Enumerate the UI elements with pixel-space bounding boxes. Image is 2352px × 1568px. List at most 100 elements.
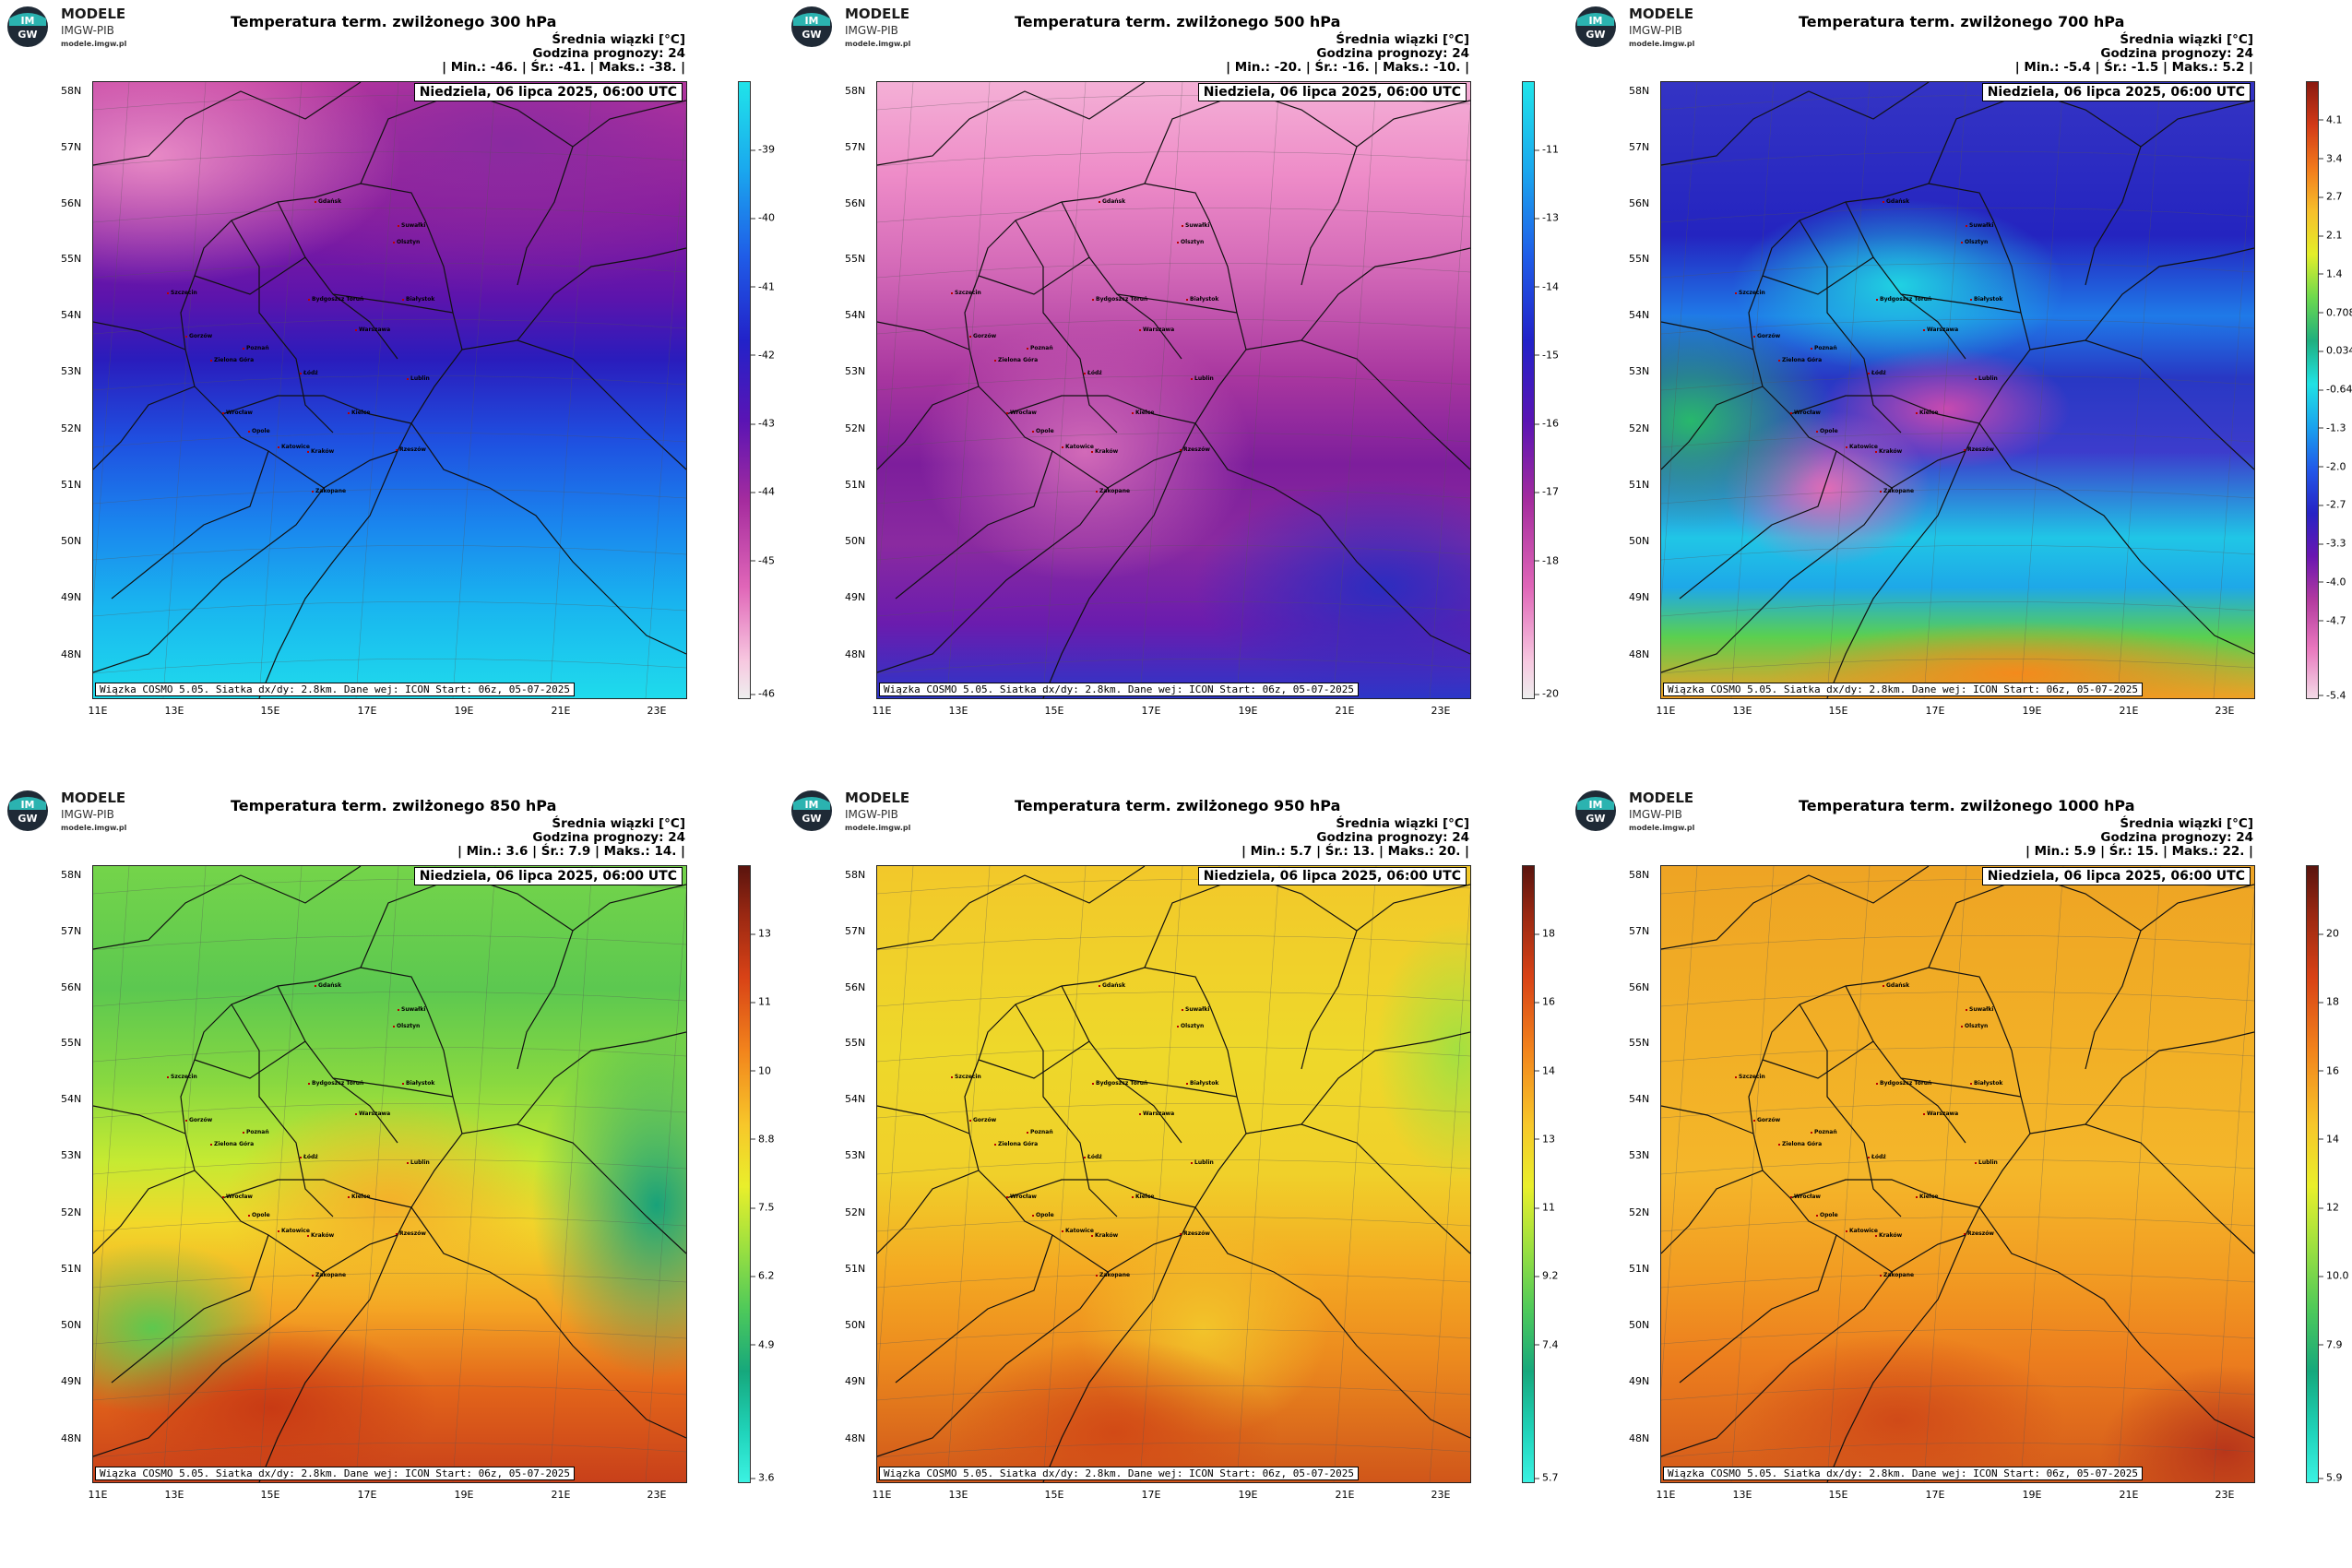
forecast-map[interactable]: Gdańsk Suwałki Olsztyn Szczecin Bydgoszcz To…	[876, 865, 1471, 1483]
lead-time-label: Godzina prognozy: 24	[1316, 46, 1469, 61]
model-info-footer: Wiązka COSMO 5.05. Siatka dx/dy: 2.8km. …	[1663, 1467, 2143, 1480]
city-label: Kielce	[1916, 1194, 1938, 1200]
logo-url: modele.imgw.pl	[845, 40, 911, 48]
stats-line: | Min.: -46. | Śr.: -41. | Maks.: -38. |	[442, 60, 685, 75]
longitude-label: 23E	[2215, 1489, 2235, 1501]
color-scale-tick: -17	[1535, 485, 1559, 498]
city-label: Szczecin	[1735, 290, 1765, 296]
valid-date-box: Niedziela, 06 lipca 2025, 06:00 UTC	[1197, 867, 1467, 885]
city-label: Kielce	[348, 410, 370, 416]
latitude-label: 55N	[845, 1037, 866, 1049]
color-scale-tick: 14	[2319, 1133, 2339, 1146]
logo-subtitle: IMGW-PIB	[1629, 808, 1682, 821]
city-label: Olsztyn	[393, 239, 420, 245]
city-label: Łódź	[300, 1154, 318, 1160]
logo-url: modele.imgw.pl	[1629, 40, 1695, 48]
city-label: Suwałki	[398, 222, 425, 229]
color-scale-tick: 5.7	[1535, 1471, 1559, 1484]
svg-text:IM: IM	[20, 799, 34, 811]
latitude-label: 57N	[61, 925, 82, 937]
longitude-label: 23E	[647, 1489, 667, 1501]
city-label: Katowice	[1846, 1228, 1878, 1234]
longitude-label: 19E	[1238, 705, 1258, 717]
forecast-map[interactable]: Gdańsk Suwałki Olsztyn Szczecin Bydgoszcz To…	[876, 81, 1471, 699]
logo-subtitle: IMGW-PIB	[61, 24, 114, 37]
city-label: Bydgoszcz Toruń	[1092, 1080, 1147, 1087]
city-label: Opole	[248, 1212, 270, 1218]
forecast-map[interactable]: Gdańsk Suwałki Olsztyn Szczecin Bydgoszcz To…	[1660, 865, 2255, 1483]
city-label: Gorzów	[1753, 1117, 1780, 1123]
forecast-map[interactable]: Gdańsk Suwałki Olsztyn Szczecin Bydgoszcz To…	[1660, 81, 2255, 699]
logo-subtitle: IMGW-PIB	[61, 808, 114, 821]
latitude-label: 51N	[61, 1263, 82, 1275]
latitude-label: 53N	[845, 1149, 866, 1161]
forecast-map[interactable]: Gdańsk Suwałki Olsztyn Szczecin Bydgoszcz To…	[92, 81, 687, 699]
longitude-label: 11E	[872, 705, 892, 717]
latitude-label: 52N	[1629, 1206, 1650, 1218]
city-label: Kraków	[1091, 448, 1118, 455]
valid-date-box: Niedziela, 06 lipca 2025, 06:00 UTC	[413, 867, 683, 885]
city-label: Kielce	[348, 1194, 370, 1200]
latitude-label: 53N	[61, 1149, 82, 1161]
latitude-label: 52N	[61, 422, 82, 434]
longitude-label: 13E	[1732, 705, 1752, 717]
city-label: Zakopane	[1096, 488, 1130, 494]
panel-title: Temperatura term. zwilżonego 500 hPa	[1015, 13, 1341, 30]
latitude-label: 51N	[845, 1263, 866, 1275]
city-label: Olsztyn	[393, 1023, 420, 1029]
color-scale-tick: -3.3	[2318, 537, 2346, 550]
city-label: Gorzów	[969, 1117, 996, 1123]
latitude-label: 52N	[845, 422, 866, 434]
imgw-logo: IM GW	[7, 790, 48, 831]
longitude-label: 23E	[647, 705, 667, 717]
model-info-footer: Wiązka COSMO 5.05. Siatka dx/dy: 2.8km. …	[95, 683, 575, 696]
longitude-label: 13E	[1732, 1489, 1752, 1501]
color-scale-bar	[738, 865, 751, 1483]
city-label: Gorzów	[969, 333, 996, 339]
forecast-panel: IM GW MODELE IMGW-PIB modele.imgw.pl Temperat…	[0, 0, 784, 784]
logo-text: MODELE IMGW-PIB modele.imgw.pl	[61, 6, 126, 48]
city-label: Wrocław	[222, 410, 253, 416]
logo-title: MODELE	[845, 6, 910, 22]
city-label: Rzeszów	[1964, 1230, 1994, 1237]
average-label: Średnia wiązki [°C]	[2120, 816, 2253, 831]
forecast-map[interactable]: Gdańsk Suwałki Olsztyn Szczecin Bydgoszcz To…	[92, 865, 687, 1483]
city-label: Zielona Góra	[994, 357, 1038, 363]
longitude-label: 13E	[164, 1489, 184, 1501]
longitude-label: 15E	[1044, 1489, 1064, 1501]
city-label: Gdańsk	[1883, 198, 1909, 205]
color-scale-tick: 18	[2319, 995, 2339, 1008]
longitude-label: 15E	[1044, 705, 1064, 717]
city-label: Poznań	[1811, 1129, 1837, 1135]
svg-text:GW: GW	[802, 29, 821, 41]
city-label: Zakopane	[1096, 1272, 1130, 1278]
latitude-label: 49N	[845, 1375, 866, 1387]
panel-title: Temperatura term. zwilżonego 950 hPa	[1015, 797, 1341, 814]
city-label: Opole	[1816, 428, 1838, 434]
color-scale-tick: 20	[2319, 927, 2339, 940]
color-scale-tick: -42	[751, 349, 775, 362]
color-scale-tick: -41	[751, 280, 775, 293]
forecast-panel: IM GW MODELE IMGW-PIB modele.imgw.pl Temperat…	[0, 784, 784, 1568]
city-label: Kielce	[1916, 410, 1938, 416]
lead-time-label: Godzina prognozy: 24	[532, 830, 685, 845]
model-info-footer: Wiązka COSMO 5.05. Siatka dx/dy: 2.8km. …	[1663, 683, 2143, 696]
latitude-label: 57N	[1629, 925, 1650, 937]
logo-title: MODELE	[61, 790, 126, 806]
color-scale-tick: 6.2	[751, 1269, 775, 1282]
color-scale-tick: 2.1	[2319, 229, 2343, 242]
city-label: Łódź	[1868, 370, 1886, 376]
city-label: Wrocław	[1790, 410, 1821, 416]
city-label: Kraków	[1091, 1232, 1118, 1239]
city-label: Gorzów	[185, 1117, 212, 1123]
map-linework	[93, 866, 686, 1482]
latitude-label: 48N	[61, 648, 82, 660]
city-label: Olsztyn	[1177, 1023, 1204, 1029]
city-label: Gdańsk	[315, 198, 341, 205]
longitude-label: 21E	[1335, 1489, 1355, 1501]
color-scale-tick: -15	[1535, 349, 1559, 362]
panel-title: Temperatura term. zwilżonego 300 hPa	[231, 13, 557, 30]
color-scale-tick: -4.0	[2318, 576, 2346, 588]
latitude-label: 50N	[61, 535, 82, 547]
latitude-label: 48N	[61, 1432, 82, 1444]
